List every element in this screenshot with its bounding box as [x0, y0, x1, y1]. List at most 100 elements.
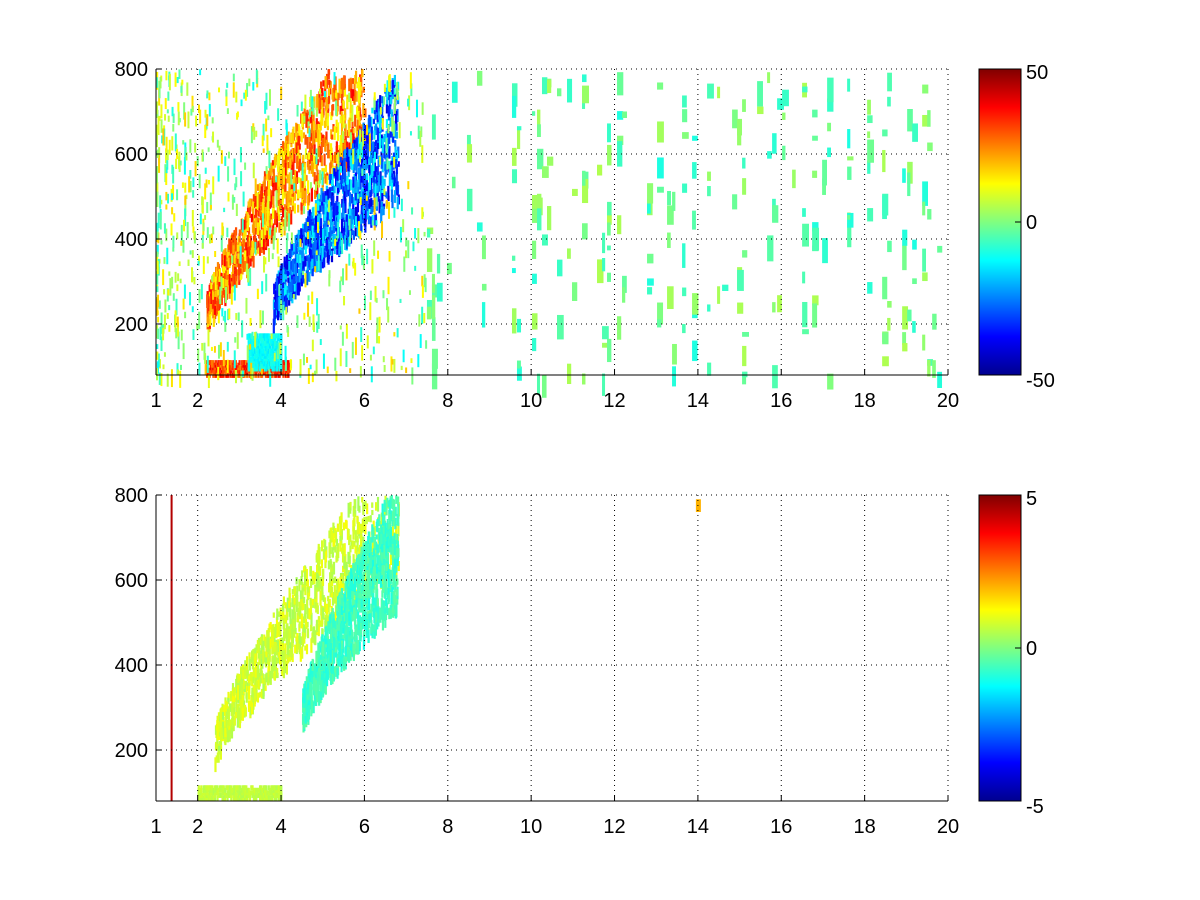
heatmap-cell: [912, 239, 917, 250]
heatmap-cell: [302, 616, 305, 624]
heatmap-cell: [359, 366, 362, 378]
heatmap-cell: [204, 124, 207, 139]
heatmap-cell: [386, 298, 389, 311]
heatmap-cell: [282, 360, 285, 366]
heatmap-cell: [223, 365, 226, 371]
heatmap-cell: [314, 227, 317, 242]
heatmap-cell: [349, 230, 352, 238]
heatmap-cell: [270, 341, 273, 346]
heatmap-cell: [215, 284, 219, 298]
heatmap-cell: [291, 598, 294, 608]
heatmap-cell: [777, 295, 782, 313]
heatmap-cell: [264, 241, 267, 248]
heatmap-cell: [247, 343, 250, 349]
heatmap-cell: [250, 338, 253, 344]
heatmap-cell: [258, 673, 261, 687]
heatmap-cell: [206, 795, 209, 801]
heatmap-cell: [258, 343, 262, 349]
heatmap-cell: [168, 325, 171, 332]
heatmap-cell: [317, 255, 320, 271]
heatmap-cell: [253, 351, 257, 357]
heatmap-cell: [287, 292, 290, 301]
heatmap-cell: [372, 346, 375, 355]
heatmap-cell: [275, 353, 278, 359]
heatmap-cell: [250, 362, 253, 380]
heatmap-cell: [388, 146, 391, 159]
heatmap-cell: [286, 370, 289, 376]
heatmap-cell: [324, 229, 327, 236]
heatmap-cell: [228, 367, 231, 373]
heatmap-cell: [289, 151, 292, 160]
heatmap-cell: [329, 150, 332, 161]
heatmap-cell: [300, 234, 304, 244]
heatmap-cell: [802, 86, 808, 93]
heatmap-cell: [289, 602, 292, 616]
heatmap-cell: [293, 279, 296, 292]
heatmap-cell: [238, 370, 241, 376]
heatmap-cell: [348, 202, 351, 216]
heatmap-cell: [802, 208, 806, 217]
x-tick-label: 10: [520, 390, 542, 412]
heatmap-cell: [287, 131, 290, 145]
heatmap-cell: [378, 198, 381, 214]
heatmap-cell: [229, 365, 232, 371]
heatmap-cell: [381, 96, 384, 104]
heatmap-cell: [389, 165, 392, 177]
heatmap-cell: [290, 133, 293, 144]
heatmap-cell: [927, 209, 932, 220]
heatmap-cell: [261, 348, 264, 354]
x-tick-label: 16: [770, 390, 792, 412]
heatmap-cell: [289, 158, 292, 169]
heatmap-cell: [224, 727, 227, 742]
heatmap-cell: [255, 680, 258, 688]
heatmap-cell: [267, 666, 270, 672]
heatmap-cell: [286, 360, 289, 366]
heatmap-cell: [272, 164, 275, 173]
heatmap-cell: [541, 374, 547, 398]
heatmap-cell: [341, 547, 344, 554]
heatmap-cell: [232, 370, 235, 376]
heatmap-cell: [363, 145, 366, 157]
heatmap-cell: [210, 795, 213, 801]
heatmap-cell: [265, 230, 268, 243]
heatmap-cell: [287, 161, 290, 169]
heatmap-cell: [237, 370, 240, 376]
heatmap-cell: [248, 363, 252, 369]
heatmap-cell: [283, 204, 286, 211]
heatmap-cell: [393, 177, 396, 184]
heatmap-cell: [248, 78, 251, 87]
heatmap-cell: [421, 306, 424, 324]
heatmap-cell: [336, 180, 339, 196]
heatmap-cell: [206, 316, 209, 324]
heatmap-cell: [366, 207, 370, 220]
heatmap-cell: [312, 148, 315, 155]
heatmap-cell: [383, 96, 386, 105]
heatmap-cell: [215, 267, 218, 281]
heatmap-cell: [792, 169, 796, 189]
heatmap-cell: [273, 227, 276, 241]
heatmap-cell: [226, 790, 229, 796]
heatmap-cell: [342, 185, 345, 192]
heatmap-cell: [362, 191, 365, 206]
heatmap-cell: [373, 240, 376, 256]
heatmap-cell: [197, 255, 200, 264]
heatmap-cell: [289, 261, 292, 273]
heatmap-cell: [308, 210, 312, 216]
heatmap-cell: [245, 785, 248, 791]
heatmap-cell: [285, 306, 288, 315]
heatmap-cell: [352, 212, 355, 220]
heatmap-cell: [381, 193, 384, 202]
heatmap-cell: [371, 259, 374, 274]
heatmap-cell: [348, 142, 351, 153]
heatmap-cell: [354, 530, 357, 543]
heatmap-cell: [310, 154, 313, 164]
heatmap-cell: [266, 638, 269, 652]
heatmap-cell: [277, 361, 280, 367]
heatmap-cell: [276, 338, 279, 344]
heatmap-cell: [176, 363, 179, 375]
heatmap-cell: [178, 69, 181, 79]
heatmap-cell: [362, 536, 365, 548]
heatmap-cell: [320, 559, 324, 569]
heatmap-cell: [324, 136, 327, 152]
heatmap-cell: [359, 129, 362, 144]
